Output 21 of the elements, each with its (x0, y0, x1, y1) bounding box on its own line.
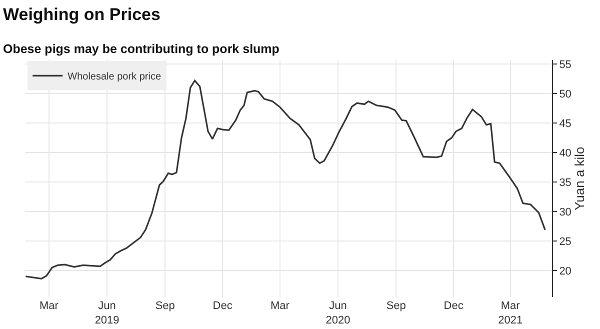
chart-subtitle: Obese pigs may be contributing to pork slump (3, 42, 280, 56)
y-tick-label: 45 (559, 118, 572, 130)
x-tick-label: Jun 2020 (326, 300, 350, 326)
y-tick-label: 55 (559, 58, 572, 71)
chart-title: Weighing on Prices (3, 5, 160, 24)
x-tick-label: Mar (270, 300, 290, 312)
x-tick-label: Mar 2021 (498, 300, 523, 326)
legend-label: Wholesale pork price (68, 72, 162, 83)
x-tick-label: Sep (386, 300, 406, 312)
y-tick-label: 20 (559, 265, 572, 278)
x-tick-label: Sep (155, 300, 175, 312)
x-tick-label: Jun 2019 (94, 300, 120, 326)
x-tick-label: Dec (212, 300, 233, 312)
y-tick-label: 30 (559, 206, 572, 218)
y-axis-title: Yuan a kilo (572, 146, 588, 210)
x-tick-label: Dec (444, 300, 464, 312)
y-tick-label: 40 (559, 147, 572, 160)
y-tick-label: 50 (559, 88, 572, 100)
y-tick-label: 35 (559, 176, 572, 189)
y-tick-label: 25 (559, 236, 572, 248)
x-tick-label: Mar (40, 300, 59, 312)
